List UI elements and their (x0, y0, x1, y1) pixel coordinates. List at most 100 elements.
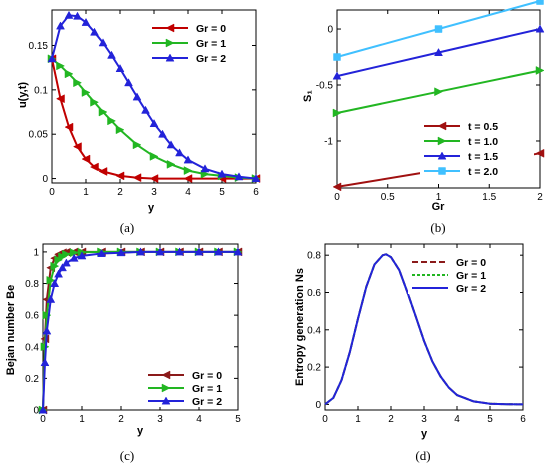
data-point (64, 10, 74, 19)
data-point (194, 247, 204, 256)
y-tick-label: 0 (327, 25, 333, 36)
data-point (81, 154, 91, 164)
y-tick-label: 0.2 (25, 374, 39, 385)
x-tick-label: 2 (117, 187, 123, 198)
x-tick-label: 0.5 (381, 192, 395, 203)
data-point (115, 125, 125, 135)
data-point (166, 140, 176, 149)
y-axis-label: Entropy generation Ns (294, 268, 306, 386)
data-point (132, 173, 142, 183)
legend-label: Gr = 2 (192, 396, 222, 408)
data-point (64, 122, 74, 132)
legend: Gr = 0Gr = 1Gr = 2 (144, 367, 234, 408)
x-tick-label: 3 (421, 414, 427, 425)
x-tick-label: 1 (436, 192, 442, 203)
legend-marker (437, 151, 447, 160)
y-axis-label: Bejan number Be (5, 285, 17, 375)
legend-label: Gr = 1 (196, 38, 226, 50)
data-point (56, 21, 65, 30)
panel-caption: (c) (120, 448, 134, 463)
x-tick-label: 1.5 (482, 192, 496, 203)
data-point (98, 107, 108, 117)
x-tick-label: 3 (151, 187, 157, 198)
legend-marker (165, 23, 175, 33)
legend-label: Gr = 1 (192, 383, 222, 395)
legend-label: Gr = 1 (456, 270, 486, 282)
y-tick-label: 0.8 (307, 251, 321, 262)
legend-label: Gr = 0 (192, 370, 222, 382)
x-tick-label: 0 (49, 187, 55, 198)
data-point (333, 53, 341, 61)
data-point (132, 92, 142, 101)
x-tick-label: 0 (334, 192, 340, 203)
data-point (69, 253, 79, 262)
data-point (233, 247, 243, 256)
x-axis-label: y (148, 202, 155, 214)
data-point (124, 78, 133, 87)
series-gr-2 (38, 247, 243, 414)
data-point (535, 24, 545, 33)
data-point (107, 50, 116, 59)
legend-label: t = 1.5 (468, 151, 498, 163)
data-point (90, 97, 100, 107)
x-tick-label: 4 (196, 414, 202, 425)
data-point (61, 258, 71, 267)
data-point (535, 148, 545, 158)
data-point (434, 48, 443, 56)
x-tick-label: 6 (520, 414, 526, 425)
data-point (42, 326, 52, 335)
series-t-2.0 (333, 0, 544, 61)
x-tick-label: 0 (40, 414, 46, 425)
legend-marker (161, 370, 171, 380)
data-point (217, 169, 227, 178)
series-gr-2 (324, 253, 524, 406)
x-tick-label: 1 (355, 414, 361, 425)
legend-label: t = 2.0 (468, 166, 498, 178)
data-point (54, 269, 64, 278)
data-point (136, 247, 145, 256)
data-point (332, 108, 342, 118)
legend-label: t = 0.5 (468, 121, 498, 133)
panel-caption: (a) (120, 220, 134, 235)
legend: Gr = 0Gr = 1Gr = 2 (408, 254, 520, 295)
data-point (251, 174, 261, 183)
data-point (175, 148, 184, 157)
legend-marker (437, 121, 447, 131)
data-point (50, 261, 60, 271)
data-point (46, 275, 56, 285)
y-tick-label: 0.4 (307, 325, 321, 336)
data-point (72, 142, 82, 152)
data-point (200, 164, 210, 173)
data-point (42, 310, 52, 320)
data-point (149, 119, 159, 128)
chart-panel-b: 0 0.5 1 1.5 2 0 -0.5 -1 Gr S₁ t = 0.5 t = 1.0 t = 1.… (302, 0, 545, 235)
series-t-1.5 (332, 24, 545, 80)
legend-label: Gr = 2 (196, 53, 226, 65)
data-point (132, 140, 142, 150)
data-point (214, 247, 223, 256)
panel-caption: (d) (415, 448, 430, 463)
data-point (115, 64, 125, 73)
legend-marker (161, 396, 171, 405)
y-tick-label: 0.2 (307, 363, 321, 374)
data-point (183, 174, 193, 183)
x-axis-label: y (421, 428, 428, 440)
data-point (89, 162, 99, 172)
legend: Gr = 0Gr = 1Gr = 2 (148, 20, 244, 66)
x-axis-label: y (137, 425, 144, 437)
data-point (58, 263, 67, 272)
x-tick-label: 4 (185, 187, 191, 198)
data-point (81, 88, 91, 97)
y-axis-label: S₁ (302, 90, 314, 102)
data-point (77, 251, 87, 260)
series-gr-0 (47, 54, 261, 183)
data-point (47, 54, 57, 63)
data-point (73, 78, 83, 88)
y-tick-label: 0 (33, 406, 39, 417)
x-tick-label: 2 (537, 192, 543, 203)
data-point (46, 294, 56, 303)
x-tick-label: 5 (487, 414, 493, 425)
data-point (166, 159, 176, 169)
